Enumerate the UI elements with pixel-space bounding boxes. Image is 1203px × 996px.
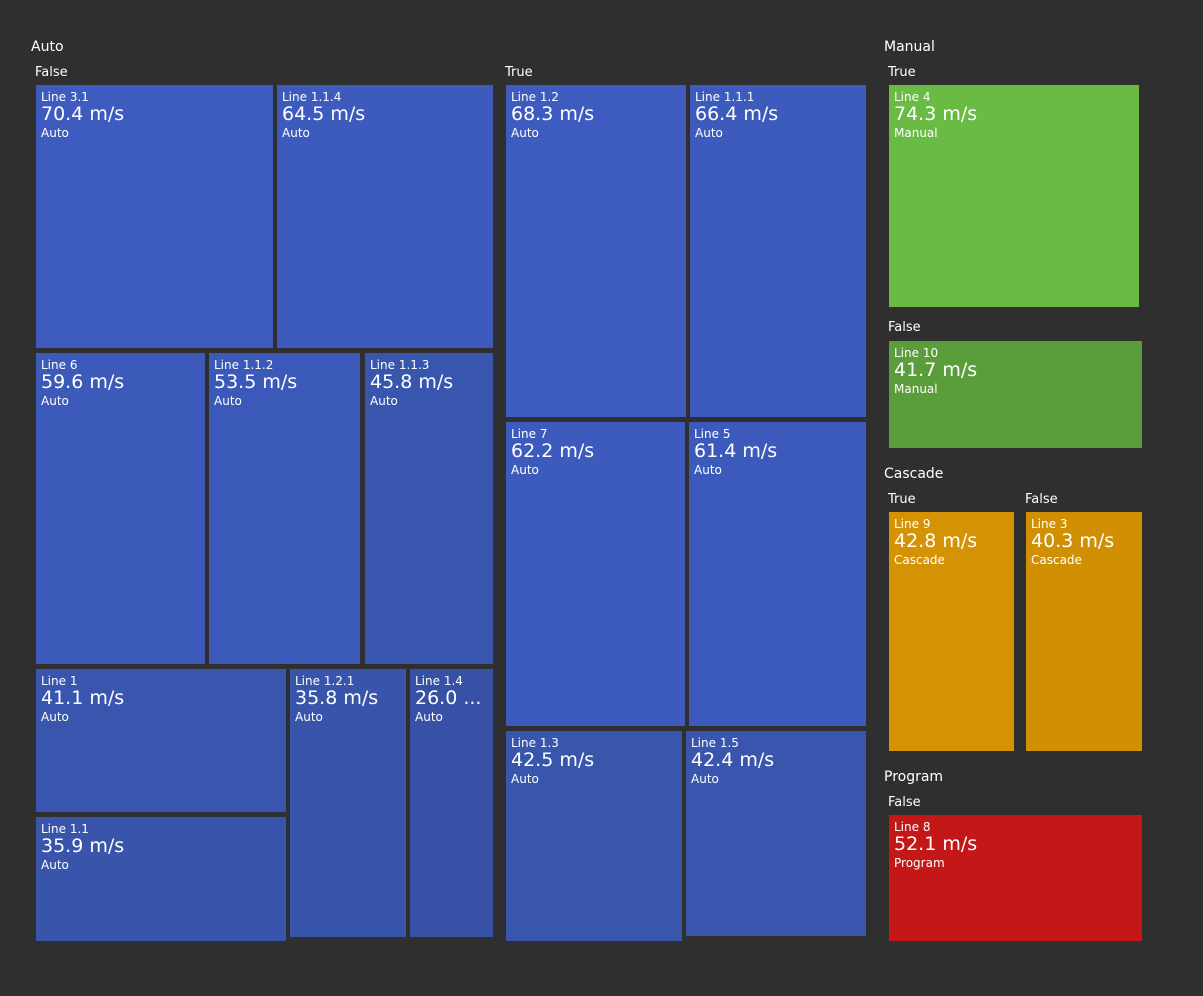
tile-name-label: Line 1.1.1: [695, 90, 755, 104]
group-label-auto: Auto: [31, 39, 64, 55]
tile-line-1-2[interactable]: Line 1.2 68.3 m/s Auto: [506, 85, 686, 417]
tile-line-4[interactable]: Line 4 74.3 m/s Manual: [889, 85, 1139, 307]
tile-value-label: 42.4 m/s: [691, 749, 775, 771]
tile-line-1-1-3[interactable]: Line 1.1.3 45.8 m/s Auto: [365, 353, 493, 664]
tile-line-1-5[interactable]: Line 1.5 42.4 m/s Auto: [686, 731, 866, 936]
tile-category-label: Auto: [214, 394, 242, 408]
tile-value-label: 74.3 m/s: [894, 103, 978, 125]
tile-line-1-2-1[interactable]: Line 1.2.1 35.8 m/s Auto: [290, 669, 406, 937]
tile-line-1-3[interactable]: Line 1.3 42.5 m/s Auto: [506, 731, 682, 941]
tile-line-8[interactable]: Line 8 52.1 m/s Program: [889, 815, 1142, 941]
tile-value-label: 61.4 m/s: [694, 440, 778, 462]
tile-line-1-1-4[interactable]: Line 1.1.4 64.5 m/s Auto: [277, 85, 493, 348]
tile-value-label: 42.8 m/s: [894, 530, 978, 552]
tile-name-label: Line 3.1: [41, 90, 89, 104]
tile-category-label: Auto: [415, 710, 443, 724]
tile-value-label: 40.3 m/s: [1031, 530, 1115, 552]
tile-value-label: 53.5 m/s: [214, 371, 298, 393]
group-label-manual: Manual: [884, 39, 935, 55]
tile-value-label: 52.1 m/s: [894, 833, 978, 855]
subgroup-label-program-false: False: [888, 795, 921, 810]
tile-line-10[interactable]: Line 10 41.7 m/s Manual: [889, 341, 1142, 448]
tile-value-label: 41.1 m/s: [41, 687, 125, 709]
tile-category-label: Auto: [41, 858, 69, 872]
tile-value-label: 59.6 m/s: [41, 371, 125, 393]
tile-category-label: Auto: [691, 772, 719, 786]
group-label-cascade: Cascade: [884, 466, 944, 482]
tile-category-label: Manual: [894, 382, 938, 396]
tile-name-label: Line 1.4: [415, 674, 463, 688]
tile-line-1-1[interactable]: Line 1.1 35.9 m/s Auto: [36, 817, 286, 941]
tile-name-label: Line 8: [894, 820, 931, 834]
tile-name-label: Line 1.5: [691, 736, 739, 750]
tile-name-label: Line 1.1.4: [282, 90, 342, 104]
tile-name-label: Line 1.2: [511, 90, 559, 104]
tile-value-label: 70.4 m/s: [41, 103, 125, 125]
tile-line-6[interactable]: Line 6 59.6 m/s Auto: [36, 353, 205, 664]
subgroup-label-cascade-false: False: [1025, 492, 1058, 507]
tile-value-label: 41.7 m/s: [894, 359, 978, 381]
tile-line-7[interactable]: Line 7 62.2 m/s Auto: [506, 422, 685, 726]
tile-name-label: Line 9: [894, 517, 931, 531]
tile-category-label: Auto: [695, 126, 723, 140]
tile-category-label: Auto: [694, 463, 722, 477]
tile-name-label: Line 1.1.3: [370, 358, 430, 372]
tile-value-label: 64.5 m/s: [282, 103, 366, 125]
tile-category-label: Auto: [41, 710, 69, 724]
tile-name-label: Line 1.1.2: [214, 358, 274, 372]
subgroup-label-cascade-true: True: [888, 492, 916, 507]
tile-value-label: 45.8 m/s: [370, 371, 454, 393]
tile-name-label: Line 7: [511, 427, 548, 441]
tile-value-label: 62.2 m/s: [511, 440, 595, 462]
tile-value-label: 68.3 m/s: [511, 103, 595, 125]
tile-category-label: Cascade: [1031, 553, 1082, 567]
tile-category-label: Auto: [511, 463, 539, 477]
tile-value-label: 66.4 m/s: [695, 103, 779, 125]
subgroup-label-auto-true: True: [505, 65, 533, 80]
tile-category-label: Manual: [894, 126, 938, 140]
tile-name-label: Line 5: [694, 427, 731, 441]
tile-category-label: Cascade: [894, 553, 945, 567]
tile-name-label: Line 6: [41, 358, 78, 372]
tile-line-1-4[interactable]: Line 1.4 26.0 ... Auto: [410, 669, 493, 937]
tile-category-label: Auto: [511, 126, 539, 140]
subgroup-label-auto-false: False: [35, 65, 68, 80]
tile-name-label: Line 10: [894, 346, 939, 360]
tile-line-3[interactable]: Line 3 40.3 m/s Cascade: [1026, 512, 1142, 751]
tile-line-9[interactable]: Line 9 42.8 m/s Cascade: [889, 512, 1014, 751]
subgroup-label-manual-false: False: [888, 320, 921, 335]
tile-name-label: Line 1.1: [41, 822, 89, 836]
tile-line-1-1-1[interactable]: Line 1.1.1 66.4 m/s Auto: [690, 85, 866, 417]
tile-category-label: Auto: [511, 772, 539, 786]
subgroup-label-manual-true: True: [888, 65, 916, 80]
tile-name-label: Line 1: [41, 674, 78, 688]
tile-value-label: 35.8 m/s: [295, 687, 379, 709]
tile-category-label: Auto: [41, 394, 69, 408]
tile-line-1-1-2[interactable]: Line 1.1.2 53.5 m/s Auto: [209, 353, 360, 664]
tile-line-1[interactable]: Line 1 41.1 m/s Auto: [36, 669, 286, 812]
tile-category-label: Auto: [282, 126, 310, 140]
tile-name-label: Line 1.2.1: [295, 674, 355, 688]
tile-line-5[interactable]: Line 5 61.4 m/s Auto: [689, 422, 866, 726]
tile-line-3-1[interactable]: Line 3.1 70.4 m/s Auto: [36, 85, 273, 348]
tile-name-label: Line 3: [1031, 517, 1068, 531]
tile-value-label: 35.9 m/s: [41, 835, 125, 857]
group-label-program: Program: [884, 769, 944, 785]
tile-name-label: Line 1.3: [511, 736, 559, 750]
tile-category-label: Auto: [370, 394, 398, 408]
tile-name-label: Line 4: [894, 90, 931, 104]
tile-category-label: Auto: [295, 710, 323, 724]
tile-category-label: Auto: [41, 126, 69, 140]
tile-category-label: Program: [894, 856, 945, 870]
tile-value-label: 26.0 ...: [415, 687, 482, 709]
tile-value-label: 42.5 m/s: [511, 749, 595, 771]
